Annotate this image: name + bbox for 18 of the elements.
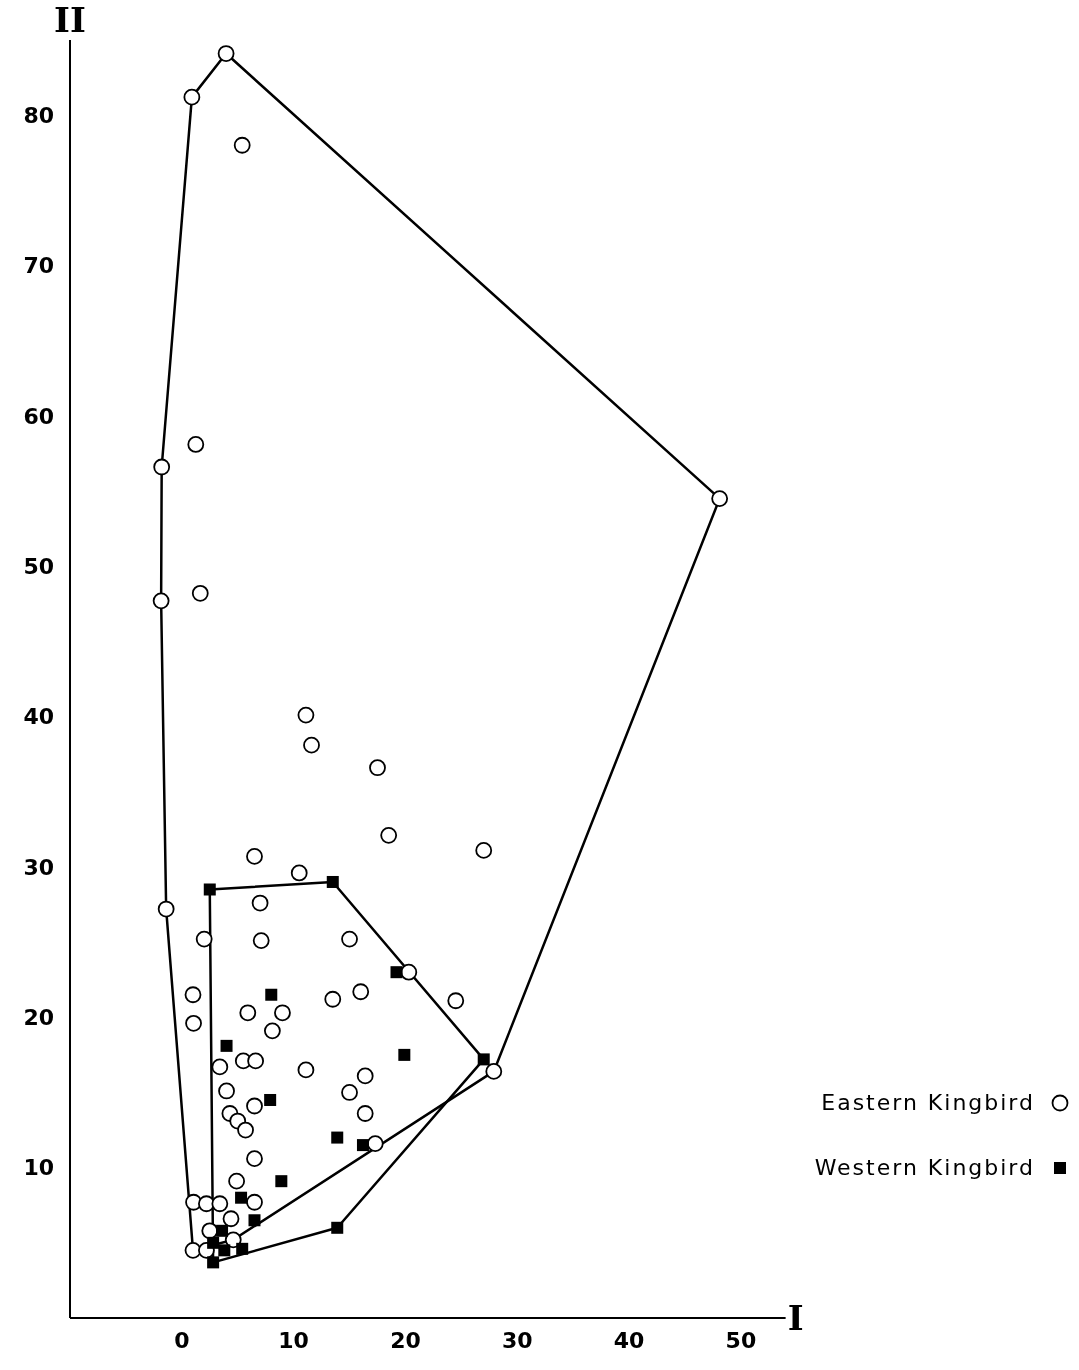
x-tick-label: 10 bbox=[278, 1327, 309, 1353]
y-tick-label: 20 bbox=[23, 1005, 54, 1031]
legend-label: Western Kingbird bbox=[814, 1155, 1035, 1180]
y-tick-label: 30 bbox=[23, 854, 54, 880]
y-tick-label: 40 bbox=[23, 704, 54, 730]
y-axis-title: II bbox=[54, 0, 86, 40]
y-tick-label: 80 bbox=[23, 102, 54, 128]
x-tick-label: 20 bbox=[390, 1327, 421, 1353]
y-tick-label: 60 bbox=[23, 403, 54, 429]
x-tick-label: 40 bbox=[613, 1327, 645, 1353]
x-tick-label: 30 bbox=[501, 1327, 533, 1353]
y-tick-label: 10 bbox=[23, 1155, 54, 1181]
x-tick-label: 0 bbox=[174, 1327, 190, 1353]
y-tick-label: 50 bbox=[23, 554, 54, 580]
legend-label: Eastern Kingbird bbox=[821, 1090, 1035, 1115]
x-tick-label: 50 bbox=[725, 1327, 757, 1353]
y-tick-label: 70 bbox=[23, 253, 54, 279]
x-axis-title: I bbox=[787, 1298, 804, 1339]
